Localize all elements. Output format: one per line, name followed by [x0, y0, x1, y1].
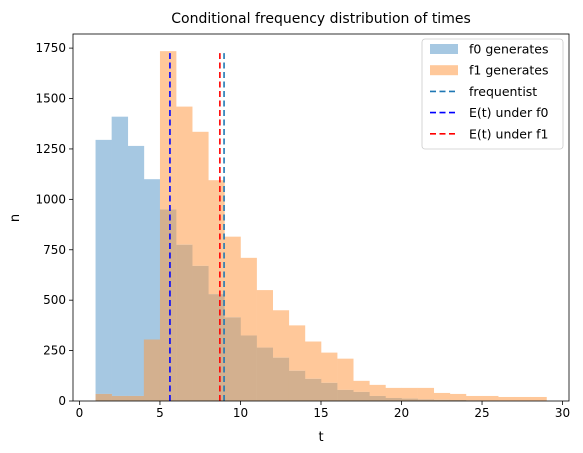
- x-axis-label: t: [318, 430, 323, 445]
- x-tick-label: 20: [394, 406, 409, 420]
- legend: f0 generates f1 generates frequentist E(t) …: [421, 38, 564, 150]
- bar-f1: [369, 384, 386, 396]
- legend-swatch: [430, 65, 458, 76]
- bar-overlap: [449, 399, 467, 401]
- y-tick-label: 250: [43, 344, 66, 358]
- bar-overlap: [256, 347, 273, 401]
- bar-f0: [95, 139, 112, 394]
- bar-f1: [176, 106, 193, 245]
- bar-f1: [417, 387, 435, 400]
- bar-f1: [321, 352, 338, 383]
- y-axis: 0 250 500 750 1000 1250 1500 1750: [35, 41, 73, 408]
- bar-f1: [272, 310, 290, 358]
- bar-overlap: [288, 370, 306, 401]
- bar-f1: [433, 392, 451, 400]
- bar-f1: [256, 290, 273, 348]
- bar-overlap: [176, 244, 193, 401]
- bar-f1: [192, 131, 209, 266]
- bar-overlap: [353, 391, 370, 401]
- x-axis: 0 5 10 15 20 25 30: [76, 401, 570, 420]
- bar-overlap: [272, 357, 290, 401]
- bar-overlap: [95, 393, 112, 401]
- bar-f0: [111, 116, 129, 396]
- bar-overlap: [321, 382, 338, 401]
- y-tick-label: 750: [43, 243, 66, 257]
- y-tick-label: 0: [58, 394, 66, 408]
- bar-overlap: [401, 398, 418, 401]
- x-tick-label: 15: [313, 406, 328, 420]
- y-tick-label: 1500: [35, 92, 66, 106]
- overlap-bars: [95, 209, 547, 401]
- legend-label: E(t) under f0: [469, 105, 549, 120]
- bar-f1: [401, 387, 418, 399]
- bar-f0: [143, 179, 161, 340]
- bar-overlap: [240, 335, 257, 401]
- x-tick-label: 25: [474, 406, 489, 420]
- bar-f1: [240, 257, 257, 336]
- bar-f1: [465, 395, 483, 401]
- bar-f1: [337, 358, 354, 390]
- y-tick-label: 1250: [35, 142, 66, 156]
- legend-label: f0 generates: [469, 42, 548, 57]
- y-tick-label: 1750: [35, 41, 66, 55]
- bar-f1: [449, 393, 467, 400]
- bar-overlap: [385, 397, 402, 401]
- chart-title: Conditional frequency distribution of ti…: [171, 11, 471, 27]
- bar-f1: [530, 396, 547, 401]
- y-axis-label: n: [8, 214, 23, 222]
- bar-f1: [159, 51, 177, 210]
- bar-overlap: [369, 395, 386, 401]
- x-tick-label: 10: [233, 406, 248, 420]
- bar-f1: [482, 395, 499, 401]
- bar-f0: [127, 145, 145, 396]
- y-tick-label: 500: [43, 293, 66, 307]
- bar-f1: [304, 341, 322, 379]
- bar-overlap: [143, 339, 161, 401]
- y-tick-label: 1000: [35, 192, 66, 206]
- bar-f1: [385, 387, 402, 398]
- bar-overlap: [208, 294, 225, 401]
- bar-f1: [353, 380, 370, 392]
- legend-swatch: [430, 44, 458, 54]
- bar-overlap: [433, 399, 451, 401]
- bar-overlap: [224, 317, 241, 401]
- bar-f1: [514, 396, 531, 401]
- x-tick-label: 30: [555, 406, 570, 420]
- bar-f1: [224, 236, 241, 318]
- legend-label: frequentist: [469, 84, 537, 99]
- bar-overlap: [111, 395, 129, 401]
- bar-overlap: [192, 265, 209, 401]
- bar-overlap: [417, 399, 435, 401]
- legend-label: E(t) under f1: [469, 126, 548, 141]
- bar-overlap: [337, 389, 354, 401]
- bar-overlap: [159, 209, 177, 401]
- bar-f1: [208, 180, 225, 295]
- series-f1-bars: [159, 51, 547, 401]
- bar-overlap: [127, 395, 145, 401]
- x-tick-label: 0: [76, 406, 84, 420]
- series-f0-bars: [95, 116, 161, 396]
- reference-lines: [169, 53, 225, 401]
- x-tick-label: 5: [156, 406, 164, 420]
- bar-f1: [498, 396, 515, 401]
- bar-overlap: [304, 378, 322, 401]
- bar-f1: [288, 325, 306, 371]
- legend-label: f1 generates: [469, 63, 548, 78]
